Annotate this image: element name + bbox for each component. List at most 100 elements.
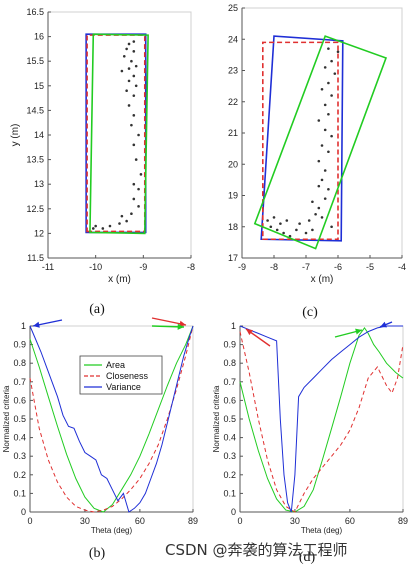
y-tick-label: 12	[34, 228, 44, 238]
scatter-point	[137, 187, 140, 191]
scatter-point	[304, 231, 308, 235]
scatter-point	[127, 104, 131, 107]
x-axis-label: x (m)	[311, 274, 334, 285]
scatter-point	[272, 216, 276, 219]
scatter-point	[314, 212, 317, 216]
scatter-point	[330, 94, 333, 97]
plot-area-d	[239, 325, 404, 513]
bounding-rectangle	[253, 35, 388, 250]
x-axis-label: Theta (deg)	[301, 526, 343, 535]
arrow-blue-top-head	[380, 321, 387, 328]
scatter-point	[132, 94, 136, 97]
scatter-point	[327, 47, 330, 50]
scatter-point	[320, 144, 324, 147]
arrow-red-left-head	[246, 329, 253, 336]
y-tick-label: 0.4	[223, 433, 236, 443]
scatter-point	[323, 66, 327, 69]
scatter-point	[132, 74, 136, 78]
y-tick-label: 0.8	[13, 358, 26, 368]
scatter-point	[298, 222, 301, 225]
scatter-point	[279, 222, 282, 225]
scatter-point	[132, 143, 136, 147]
caption: (b)	[89, 546, 106, 561]
bounding-rectangle	[89, 33, 149, 235]
y-tick-label: 14.5	[26, 105, 44, 115]
scatter-point	[333, 72, 337, 75]
y-tick-label: 0.1	[223, 488, 236, 498]
watermark: CSDN @奔袭的算法工程师	[165, 541, 348, 559]
chart-c: -9 -8 -7 -6 -5 -4 17 18 19 20 21 22 23 24 25 x (m) (c)	[228, 3, 406, 320]
scatter-point	[327, 112, 330, 116]
y-tick-label: 15.5	[26, 56, 44, 66]
x-tick-label: -7	[302, 262, 310, 272]
y-tick-label: 0.7	[13, 377, 26, 387]
scatter-point	[125, 219, 128, 223]
arrow-green-right-head	[177, 323, 184, 330]
legend-box	[79, 355, 163, 395]
scatter-point	[327, 81, 330, 85]
y-tick-label: 25	[228, 3, 238, 13]
scatter-point	[285, 219, 289, 222]
scatter-point	[317, 119, 321, 122]
scatter-point	[323, 169, 327, 172]
scatter-point	[134, 158, 138, 161]
x-tick-label: 0	[27, 516, 32, 526]
scatter-point	[125, 89, 128, 93]
scatter-point	[311, 200, 314, 204]
y-axis-label: y (m)	[10, 124, 21, 147]
scatter-point	[139, 173, 143, 176]
series-line-area	[29, 325, 194, 513]
y-tick-label: 19	[228, 191, 238, 201]
y-tick-label: 12.5	[26, 204, 44, 214]
y-tick-label: 0	[231, 507, 236, 517]
scatter-point	[311, 228, 314, 232]
y-tick-label: 1	[231, 321, 236, 331]
scatter-point	[317, 206, 321, 210]
bounding-rectangle	[260, 35, 344, 242]
scatter-point	[327, 187, 330, 191]
x-tick-label: -11	[42, 262, 54, 272]
y-tick-label: 0.5	[223, 414, 236, 424]
y-axis-label: Normalized criteria	[212, 385, 221, 452]
y-tick-label: 24	[228, 34, 238, 44]
y-tick-label: 11.5	[27, 253, 44, 263]
scatter-point	[330, 59, 333, 63]
scatter-point	[132, 50, 136, 53]
y-tick-label: 0.8	[223, 358, 236, 368]
scatter-point	[101, 227, 105, 230]
scatter-point	[137, 133, 140, 137]
arrow-green-mid-head	[355, 328, 362, 335]
scatter-point	[323, 103, 327, 107]
plot-area-a	[47, 11, 192, 259]
scatter-point	[127, 42, 131, 46]
y-tick-label: 13	[34, 179, 44, 189]
chart-b: 0 30 60 89 0 0.1 0.2 0.3 0.4 0.5 0.6 0.7 0.8 0.9 1 Thet…	[2, 321, 198, 561]
scatter-point	[327, 150, 330, 154]
y-tick-label: 0.2	[223, 470, 236, 480]
scatter-point	[94, 224, 97, 228]
x-tick-label: -9	[238, 262, 246, 272]
scatter-point	[323, 197, 327, 200]
x-tick-label: 30	[290, 516, 300, 526]
y-tick-label: 21	[228, 128, 238, 138]
caption: (d)	[299, 550, 316, 565]
scatter-point	[266, 219, 269, 222]
scatter-point	[125, 47, 128, 51]
y-tick-label: 16	[34, 32, 44, 42]
caption: (c)	[302, 305, 318, 320]
chart-d: 0 30 60 89 0 0.1 0.2 0.3 0.4 0.5 0.6 0.7 0.8 0.9 1 Thet…	[212, 321, 408, 565]
x-tick-label: -8	[187, 262, 195, 272]
y-tick-label: 0.6	[223, 395, 236, 405]
arrow-red-right-head	[179, 320, 186, 327]
scatter-point	[269, 225, 273, 229]
scatter-point	[336, 50, 340, 54]
scatter-point	[275, 228, 279, 232]
scatter-point	[323, 128, 327, 132]
y-tick-label: 22	[228, 97, 238, 107]
scatter-point	[134, 64, 138, 68]
y-tick-label: 23	[228, 66, 238, 76]
x-axis-label: Theta (deg)	[91, 526, 133, 535]
y-tick-label: 0.6	[13, 395, 26, 405]
